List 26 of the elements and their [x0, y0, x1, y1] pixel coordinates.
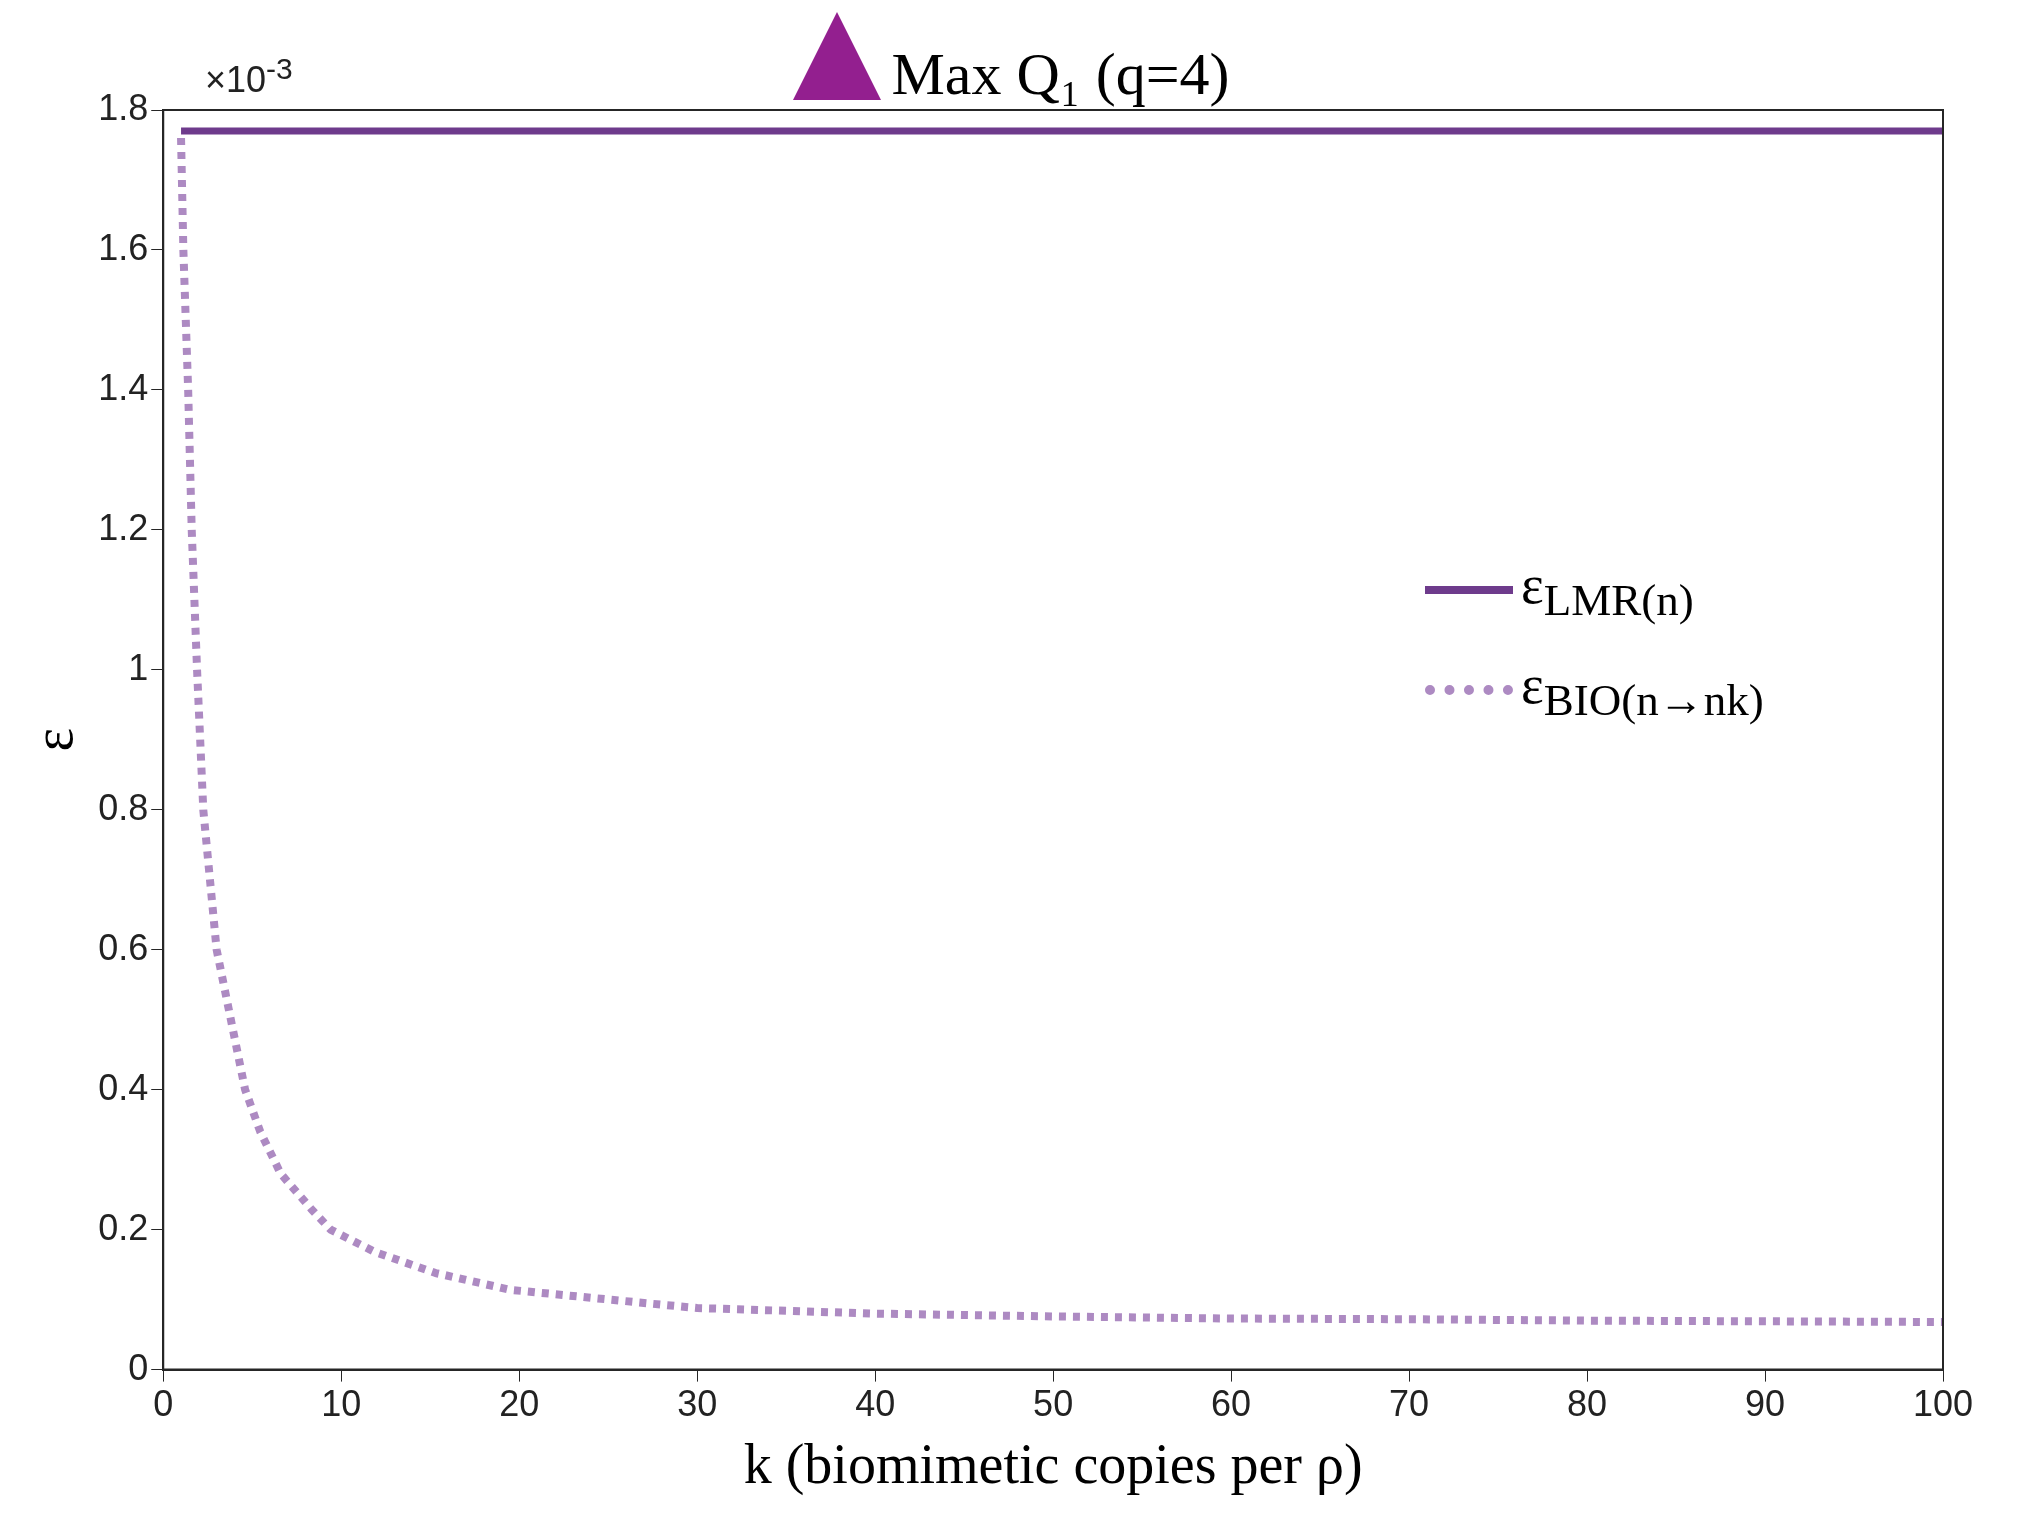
y-tick-label: 0.4 — [98, 1066, 149, 1108]
x-tick-label: 10 — [321, 1383, 362, 1425]
x-tick-label: 70 — [1389, 1383, 1430, 1425]
x-tick-label: 20 — [499, 1383, 540, 1425]
x-tick-label: 90 — [1745, 1383, 1786, 1425]
y-tick-label: 1.8 — [98, 86, 149, 128]
legend-label: ε$_{BIO(n→nk)}$ — [1521, 654, 1764, 726]
text: ×10$^{-3}$ — [205, 52, 293, 101]
x-tick-label: 100 — [1912, 1383, 1974, 1425]
chart-title: Max Q₁ (q=4) — [891, 41, 1230, 107]
x-tick-label: 40 — [855, 1383, 896, 1425]
x-tick-label: 30 — [677, 1383, 718, 1425]
y-axis-title: ε — [22, 728, 85, 752]
y-tick-label: 1 — [128, 646, 149, 688]
y-tick-label: 1.4 — [98, 366, 149, 408]
y-tick-label: 0.8 — [98, 786, 149, 828]
x-tick-label: 60 — [1211, 1383, 1252, 1425]
x-axis-title: k (biomimetic copies per ρ) — [743, 1433, 1363, 1497]
legend-label: ε$_{LMR(n)}$ — [1521, 554, 1694, 626]
x-tick-label: 80 — [1567, 1383, 1608, 1425]
y-tick-label: 1.2 — [98, 506, 149, 548]
y-tick-label: 0 — [128, 1346, 149, 1388]
x-tick-label: 50 — [1033, 1383, 1074, 1425]
y-tick-label: 1.6 — [98, 226, 149, 268]
y-tick-label: 0.2 — [98, 1206, 149, 1248]
y-tick-label: 0.6 — [98, 926, 149, 968]
